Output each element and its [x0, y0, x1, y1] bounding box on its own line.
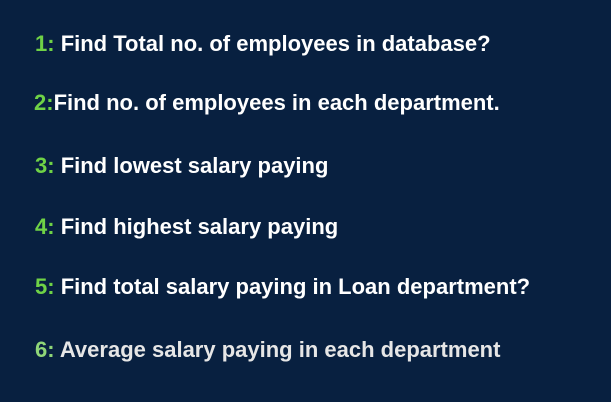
question-2-text: Find no. of employees in each department… [53, 90, 500, 115]
question-3: 3: Find lowest salary paying [35, 152, 328, 180]
question-4-text: Find highest salary paying [60, 214, 339, 239]
question-5: 5: Find total salary paying in Loan depa… [35, 273, 530, 301]
question-1-text: Find Total no. of employees in database? [60, 31, 491, 56]
question-6: 6: Average salary paying in each departm… [35, 336, 500, 364]
question-5-number: 5: [35, 274, 55, 299]
question-1: 1: Find Total no. of employees in databa… [35, 30, 491, 58]
question-2-number: 2: [34, 90, 54, 115]
question-2: 2:Find no. of employees in each departme… [34, 89, 500, 117]
question-3-number: 3: [35, 153, 55, 178]
question-5-text: Find total salary paying in Loan departm… [60, 274, 531, 299]
question-4: 4: Find highest salary paying [35, 213, 338, 241]
question-6-text: Average salary paying in each department [59, 337, 501, 362]
question-1-number: 1: [35, 31, 55, 56]
question-3-text: Find lowest salary paying [60, 153, 329, 178]
question-6-number: 6: [35, 337, 55, 362]
question-4-number: 4: [35, 214, 55, 239]
